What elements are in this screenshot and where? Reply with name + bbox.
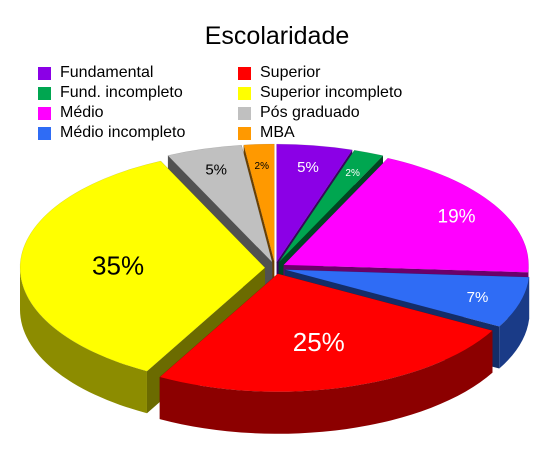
legend: Fundamental Superior Fund. incompleto Su…: [38, 64, 458, 142]
pie-slice-label: 19%: [438, 206, 476, 227]
legend-label: Superior: [260, 64, 321, 81]
pie-labels: 5% 2% 19% 7% 25% 35% 5% 2%: [92, 159, 488, 357]
pie-slice-label: 35%: [92, 251, 144, 281]
pie-slice-label: 2%: [345, 168, 360, 179]
pie-slice-label: 5%: [297, 159, 319, 176]
pie-slice-label: 25%: [293, 327, 345, 357]
legend-swatch: [38, 66, 51, 80]
legend-label: Pós graduado: [260, 104, 360, 121]
legend-item-fundamental: Fundamental: [38, 64, 238, 82]
pie-slice: [278, 149, 384, 263]
pie-slice: [283, 157, 529, 273]
legend-label: MBA: [260, 124, 295, 141]
legend-swatch: [38, 106, 51, 120]
pie-slice: [159, 273, 494, 392]
legend-label: Médio: [60, 104, 104, 121]
pie-slice-label: 7%: [467, 289, 489, 306]
legend-label: Fund. incompleto: [60, 84, 183, 101]
legend-label: Superior incompleto: [260, 84, 403, 101]
legend-item-mba: MBA: [238, 124, 448, 142]
pie-slice: [19, 160, 266, 372]
legend-swatch: [238, 86, 251, 100]
legend-item-fund-incompleto: Fund. incompleto: [38, 84, 238, 102]
pie-slice: [276, 143, 353, 263]
legend-item-pos-graduado: Pós graduado: [238, 104, 448, 122]
legend-swatch: [238, 106, 251, 120]
legend-swatch: [38, 86, 51, 100]
pie-tops: [19, 143, 530, 392]
chart-title: Escolaridade: [204, 22, 350, 50]
legend-label: Fundamental: [60, 64, 154, 81]
pie-slice: [284, 269, 530, 327]
pie-slice-label: 5%: [205, 162, 227, 179]
legend-item-superior-incompleto: Superior incompleto: [238, 84, 448, 102]
pie-slice-label: 2%: [255, 161, 270, 172]
legend-item-medio-incompleto: Médio incompleto: [38, 124, 238, 142]
legend-swatch: [238, 66, 251, 80]
pie-slice: [167, 144, 273, 264]
legend-label: Médio incompleto: [60, 124, 186, 141]
legend-item-superior: Superior: [238, 64, 448, 82]
pie-slice: [243, 143, 275, 263]
legend-swatch: [38, 126, 51, 140]
legend-swatch: [238, 126, 251, 140]
legend-item-medio: Médio: [38, 104, 238, 122]
